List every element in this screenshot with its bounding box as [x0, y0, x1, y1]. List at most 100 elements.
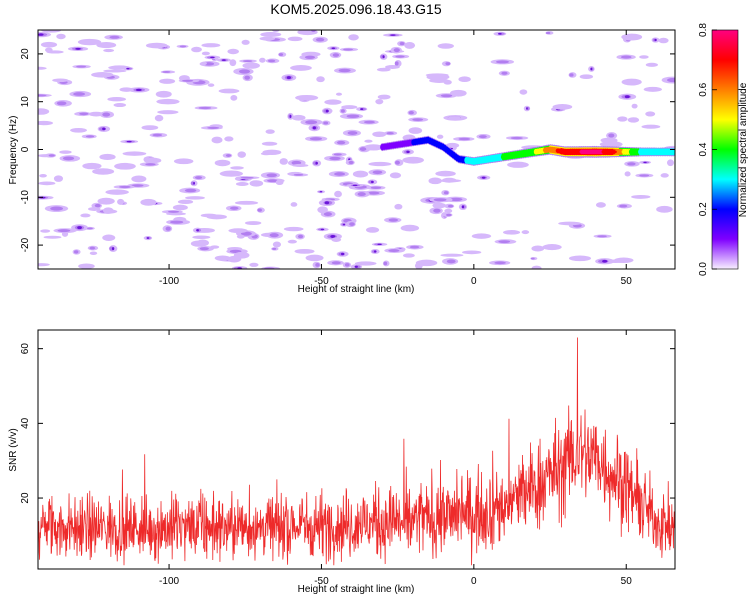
noise-blob-core	[383, 261, 388, 266]
noise-blob	[211, 136, 223, 144]
noise-blob	[230, 166, 244, 170]
noise-blob	[200, 61, 207, 66]
noise-blob-peak	[330, 234, 336, 238]
noise-blob	[471, 233, 492, 239]
noise-blob-core	[386, 131, 394, 135]
noise-blob	[82, 162, 102, 170]
noise-blob	[414, 262, 423, 269]
noise-blob-peak	[643, 161, 647, 164]
noise-blob	[262, 149, 282, 156]
noise-blob-peak	[526, 107, 528, 110]
noise-blob-core	[240, 231, 252, 236]
noise-blob	[140, 198, 157, 206]
noise-blob-core	[667, 78, 675, 83]
noise-blob	[237, 151, 246, 158]
noise-blob-core	[447, 204, 454, 208]
noise-blob-core	[267, 179, 279, 183]
noise-blob-core	[395, 55, 405, 58]
noise-blob-core	[167, 210, 180, 213]
noise-blob-core	[85, 135, 95, 138]
noise-blob-peak	[111, 247, 115, 251]
noise-blob-core	[627, 162, 636, 166]
noise-blob-core	[412, 118, 424, 122]
snr-panel: -100 -50 0 50 20 40 60 Height of straight lin…	[8, 329, 676, 595]
noise-blob	[38, 181, 56, 186]
noise-blob-core	[62, 156, 75, 161]
noise-blob-core	[309, 137, 323, 141]
noise-blob	[558, 221, 582, 226]
noise-blob	[287, 36, 303, 42]
noise-blob-core	[56, 101, 67, 106]
spectrogram-x-axis-title: Height of straight line (km)	[298, 284, 415, 295]
noise-blob-core	[359, 147, 367, 151]
noise-blob-core	[198, 106, 212, 110]
noise-blob	[38, 108, 50, 115]
noise-blob	[341, 105, 358, 110]
noise-blob	[368, 161, 392, 167]
noise-blob-core	[257, 208, 262, 212]
ridge-segment	[623, 149, 628, 154]
noise-blob	[200, 213, 218, 218]
noise-blob	[91, 72, 114, 78]
noise-blob	[227, 48, 240, 55]
noise-blob	[207, 83, 215, 87]
noise-blob	[324, 99, 342, 105]
noise-blob-core	[370, 186, 382, 189]
spectrogram-x-axis: -100 -50 0 50	[159, 30, 632, 287]
noise-blob-core	[446, 259, 456, 264]
noise-blob	[89, 251, 98, 255]
noise-blob	[155, 90, 172, 98]
noise-blob-core	[343, 48, 354, 51]
noise-blob-core	[334, 172, 346, 176]
noise-blob	[428, 177, 442, 185]
noise-blob	[364, 139, 373, 143]
noise-blob-peak	[602, 259, 608, 263]
noise-blob	[279, 158, 288, 165]
noise-blob-core	[372, 170, 383, 175]
noise-blob-core	[530, 257, 535, 260]
y-tick-label: 40	[20, 417, 31, 429]
noise-blob	[177, 199, 194, 204]
noise-blob	[348, 34, 359, 41]
noise-blob	[658, 37, 669, 44]
noise-blob	[242, 62, 260, 69]
noise-blob-core	[297, 234, 304, 239]
noise-blob	[352, 170, 369, 178]
noise-blob-core	[119, 185, 131, 189]
noise-blob-core	[315, 37, 325, 42]
noise-blob	[235, 182, 249, 187]
noise-blob	[447, 116, 461, 121]
noise-blob	[156, 98, 180, 105]
noise-blob-peak	[406, 150, 410, 154]
noise-blob-peak	[360, 108, 364, 111]
noise-blob-core	[446, 213, 452, 217]
noise-blob-core	[619, 204, 628, 208]
noise-blob-peak	[193, 181, 196, 185]
noise-blob	[519, 89, 528, 95]
noise-blob-core	[199, 247, 209, 251]
colorbar-tick-label: 0.0	[698, 262, 709, 276]
noise-blob-core	[449, 197, 463, 202]
noise-blob-core	[340, 109, 345, 113]
noise-blob	[144, 157, 162, 164]
noise-blob	[645, 62, 658, 67]
noise-blob-peak	[331, 47, 336, 50]
noise-blob	[40, 41, 58, 48]
noise-blob-core	[73, 250, 79, 254]
noise-blob-core	[347, 131, 358, 135]
noise-blob-core	[225, 154, 232, 157]
noise-blob	[190, 240, 207, 247]
x-tick-label: -100	[159, 276, 179, 287]
noise-blob	[305, 254, 324, 262]
noise-blob	[105, 189, 129, 195]
noise-blob-core	[367, 191, 380, 195]
noise-blob-peak	[342, 223, 346, 226]
noise-blob-core	[269, 233, 279, 238]
noise-blob	[88, 111, 104, 117]
noise-blob-peak	[221, 59, 226, 61]
noise-blob-core	[433, 198, 447, 202]
noise-blob-core	[445, 62, 451, 66]
noise-blob	[331, 237, 342, 242]
noise-blob	[209, 245, 220, 249]
noise-blob	[295, 94, 319, 101]
